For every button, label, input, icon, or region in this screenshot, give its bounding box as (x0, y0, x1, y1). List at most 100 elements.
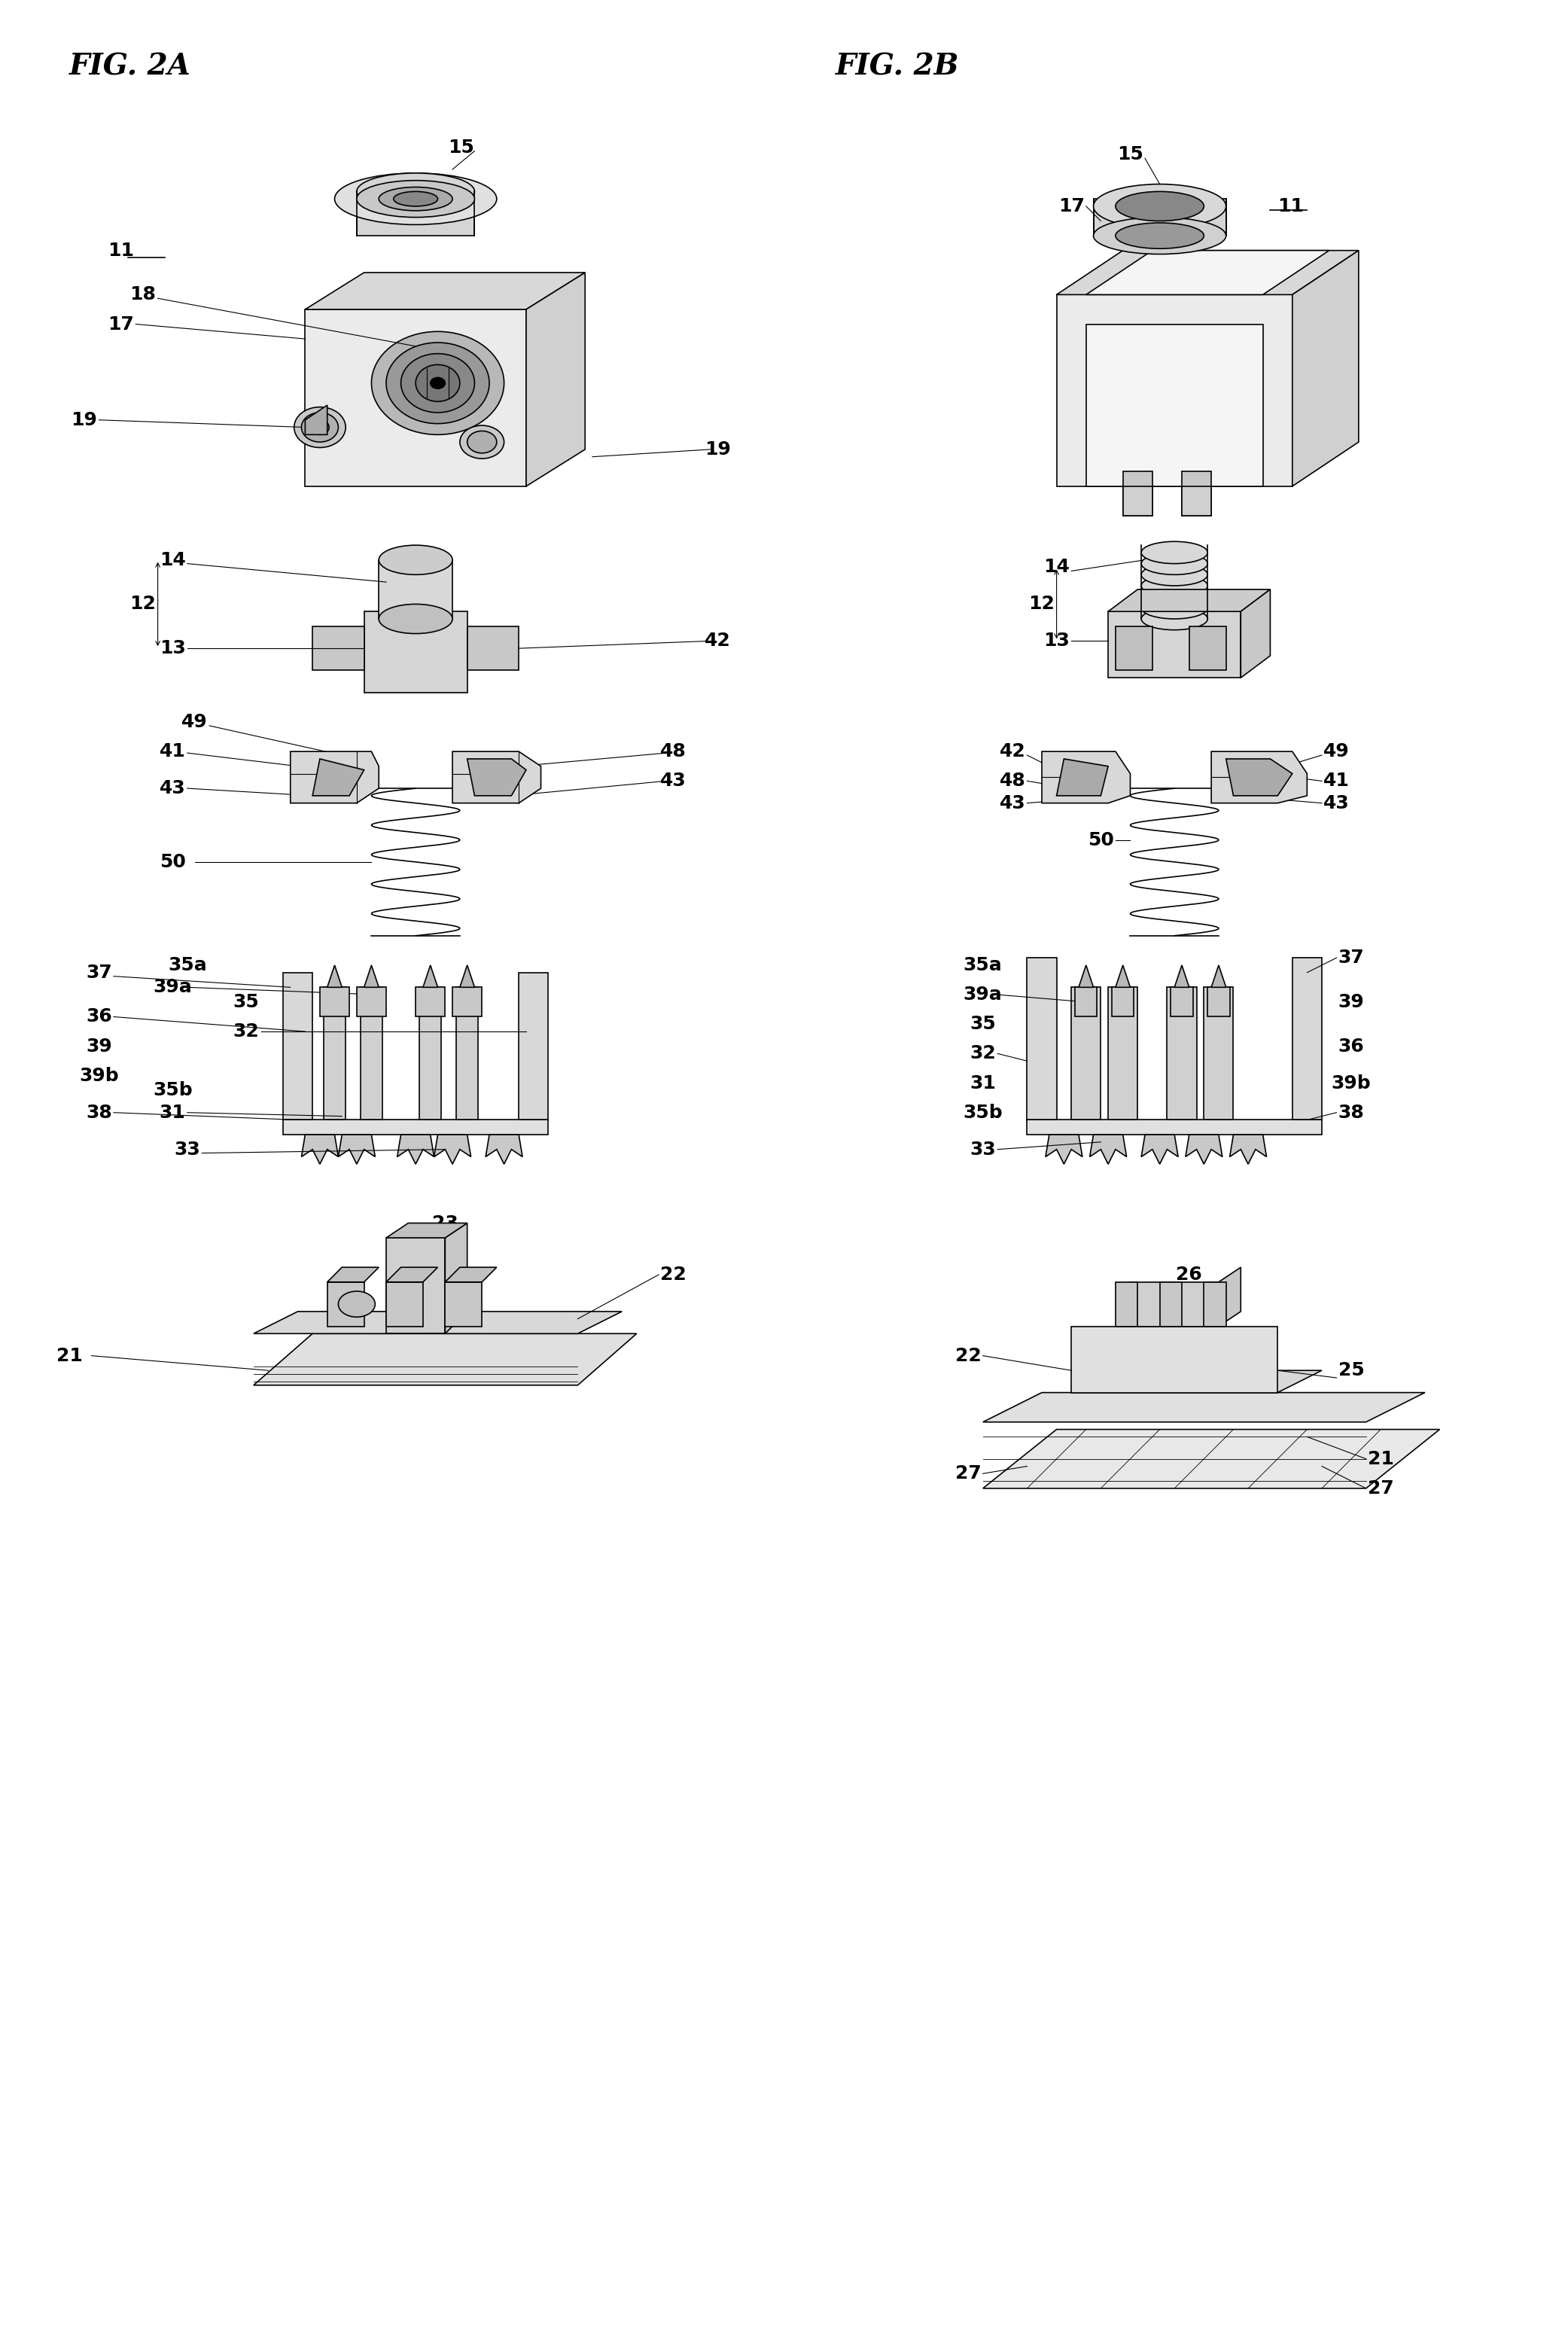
Polygon shape (1171, 986, 1193, 1017)
Polygon shape (339, 1134, 375, 1164)
Ellipse shape (339, 1291, 375, 1317)
Text: 17: 17 (1058, 197, 1085, 216)
Polygon shape (1182, 471, 1212, 515)
Polygon shape (1123, 471, 1152, 515)
Ellipse shape (1142, 607, 1207, 630)
Polygon shape (416, 986, 445, 1017)
Ellipse shape (467, 431, 497, 452)
Polygon shape (445, 1268, 497, 1282)
Ellipse shape (295, 408, 345, 448)
Polygon shape (983, 1429, 1439, 1488)
Polygon shape (1057, 295, 1292, 487)
Polygon shape (1109, 612, 1240, 677)
Text: 21: 21 (1367, 1450, 1394, 1469)
Polygon shape (397, 1134, 434, 1164)
Text: 13: 13 (1043, 633, 1069, 649)
Text: 23: 23 (433, 1214, 458, 1232)
Polygon shape (1182, 487, 1212, 515)
Text: 11: 11 (1278, 197, 1305, 216)
Ellipse shape (1142, 541, 1207, 565)
Text: 35b: 35b (963, 1104, 1002, 1122)
Text: 49: 49 (1323, 743, 1350, 761)
Polygon shape (356, 986, 386, 1017)
Polygon shape (386, 1268, 437, 1282)
Polygon shape (459, 965, 475, 986)
Text: 11: 11 (108, 241, 135, 260)
Ellipse shape (301, 412, 339, 443)
Text: 49: 49 (182, 712, 207, 731)
Text: 35a: 35a (168, 956, 207, 975)
Text: 17: 17 (108, 314, 135, 333)
Text: 50: 50 (160, 853, 185, 872)
Text: 27: 27 (1367, 1478, 1394, 1497)
Text: 19: 19 (71, 410, 97, 429)
Text: 33: 33 (971, 1141, 996, 1157)
Text: 37: 37 (1338, 949, 1364, 968)
Text: 21: 21 (56, 1347, 83, 1364)
Text: 42: 42 (999, 743, 1025, 761)
Polygon shape (290, 752, 379, 804)
Polygon shape (1079, 965, 1093, 986)
Ellipse shape (1093, 218, 1226, 253)
Polygon shape (301, 1134, 339, 1164)
Polygon shape (1041, 752, 1131, 804)
Text: 41: 41 (160, 743, 185, 761)
Polygon shape (284, 1120, 549, 1134)
Polygon shape (1071, 1371, 1322, 1392)
Polygon shape (312, 626, 364, 670)
Polygon shape (1204, 986, 1234, 1120)
Text: 15: 15 (448, 138, 475, 157)
Polygon shape (386, 1237, 445, 1333)
Polygon shape (312, 759, 364, 797)
Text: 38: 38 (1338, 1104, 1364, 1122)
Polygon shape (453, 986, 481, 1017)
Polygon shape (1046, 1134, 1082, 1164)
Polygon shape (1160, 1282, 1182, 1326)
Polygon shape (445, 1223, 467, 1333)
Polygon shape (328, 1282, 364, 1326)
Polygon shape (983, 1392, 1425, 1422)
Ellipse shape (1115, 223, 1204, 248)
Text: 50: 50 (1088, 832, 1113, 848)
Polygon shape (1093, 199, 1226, 237)
Polygon shape (284, 972, 312, 1120)
Polygon shape (1218, 1268, 1240, 1326)
Polygon shape (379, 560, 453, 619)
Ellipse shape (1093, 185, 1226, 227)
Polygon shape (1292, 251, 1358, 487)
Polygon shape (1087, 323, 1262, 487)
Text: 32: 32 (234, 1022, 259, 1040)
Polygon shape (1057, 251, 1358, 295)
Polygon shape (1189, 626, 1226, 670)
Polygon shape (1212, 965, 1226, 986)
Polygon shape (1027, 1120, 1322, 1134)
Text: 43: 43 (999, 794, 1025, 813)
Polygon shape (386, 1282, 423, 1326)
Polygon shape (467, 626, 519, 670)
Ellipse shape (379, 604, 453, 633)
Text: 36: 36 (86, 1007, 111, 1026)
Ellipse shape (1115, 192, 1204, 220)
Polygon shape (323, 986, 345, 1120)
Ellipse shape (334, 173, 497, 225)
Polygon shape (1226, 759, 1292, 797)
Text: 35b: 35b (152, 1082, 193, 1099)
Text: 27: 27 (955, 1464, 982, 1483)
Ellipse shape (310, 419, 329, 436)
Polygon shape (386, 1223, 467, 1237)
Polygon shape (1071, 986, 1101, 1120)
Polygon shape (306, 405, 328, 436)
Ellipse shape (1142, 553, 1207, 574)
Text: 42: 42 (704, 633, 731, 649)
Polygon shape (1212, 752, 1308, 804)
Text: 35: 35 (971, 1015, 996, 1033)
Ellipse shape (379, 546, 453, 574)
Text: 37: 37 (86, 963, 111, 982)
Polygon shape (453, 752, 541, 804)
Text: 39a: 39a (154, 979, 191, 996)
Ellipse shape (459, 426, 503, 459)
Polygon shape (445, 1282, 481, 1326)
Polygon shape (1071, 1326, 1278, 1392)
Polygon shape (328, 1268, 379, 1282)
Polygon shape (254, 1333, 637, 1385)
